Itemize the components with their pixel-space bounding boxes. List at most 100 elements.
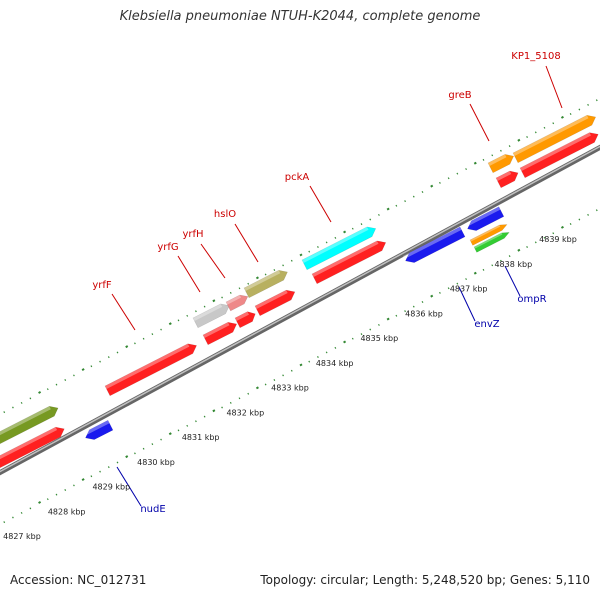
scale-tick [238,287,241,290]
gene-yrfH [225,294,249,312]
scale-tick [351,227,354,230]
scale-tick [560,225,564,229]
scale-tick [404,310,406,313]
scale-tick [325,241,328,244]
scale-tick [212,299,216,303]
scale-tick [308,360,311,363]
scale-tick [526,245,528,248]
gene-red-yrfG-shape [202,322,238,346]
gene-pckA-shape [301,226,377,271]
gene-red-pckA [311,240,387,285]
gene-hslO-shape [243,270,288,299]
gene-greB-leader [469,103,490,142]
gene-yrfF [104,343,197,397]
scale-tick [325,351,328,354]
scale-tick [38,391,42,394]
kbp-label: 4829 kbp [92,483,130,492]
gene-orange-small [469,224,508,246]
scale-tick [395,204,398,207]
scale-tick [64,379,67,382]
scale-tick [168,432,172,436]
label-leader-lines [111,65,563,507]
scale-tick [456,282,459,285]
gene-pckA-label: pckA [285,172,310,183]
scale-tick [360,223,363,226]
gene-envZ-leader [458,286,476,322]
scale-tick [46,498,49,501]
scale-tick [90,475,93,478]
scale-tick [212,409,216,413]
scale-tick [543,126,546,129]
scale-tick [317,246,319,249]
scale-tick [569,113,572,116]
scale-tick [99,360,101,363]
kbp-label: 4836 kbp [405,309,443,318]
kbp-label: 4835 kbp [360,334,398,343]
gene-yrfG [192,303,230,329]
gene-labels: KP1_5108 greB pckA hslO yrfH yrfG yrfF ompR envZ… [92,51,560,515]
scale-tick [447,177,450,180]
scale-tick [151,443,154,446]
scale-tick [430,184,434,188]
gene-red-left-shape [0,426,65,469]
scale-tick [20,401,23,404]
gene-red-yrfG [202,322,238,346]
scale-tick [404,200,406,203]
gene-yrfH-leader [200,243,226,279]
gene-ompR [465,206,505,231]
scale-tick [12,406,14,409]
scale-tick [203,415,206,418]
gene-envZ-shape [405,226,466,263]
gene-nudE-label: nudE [140,504,165,515]
gene-ompR-shape [467,206,505,231]
scale-tick [64,489,67,492]
gene-red-left [0,426,65,469]
scale-tick [587,213,589,216]
scale-tick [125,455,129,459]
gene-nudE-leader [116,466,142,507]
scale-tick [221,296,223,299]
gene-envZ-label: envZ [474,319,499,330]
scale-tick [491,264,494,267]
scale-tick [439,291,441,294]
scale-tick [465,168,467,171]
scale-tick [508,145,511,148]
scale-tick [282,374,284,377]
scale-tick [500,149,502,152]
scale-tick [273,378,276,381]
kbp-scale-labels: 4827 kbp 4828 kbp 4829 kbp 4830 kbp 4831 kbp… [3,235,577,541]
scale-tick [195,310,197,313]
scale-tick [308,250,311,253]
scale-tick [595,209,598,212]
scale-tick [81,478,85,482]
kbp-label: 4830 kbp [137,458,175,467]
scale-tick [73,484,75,487]
scale-tick [351,337,354,340]
scale-tick [447,287,450,290]
scale-tick [221,406,223,409]
gene-KP1_5108-label: KP1_5108 [511,51,560,62]
gene-envZ [403,226,466,263]
scale-tick [465,278,467,281]
scale-tick [456,172,459,175]
gene-yrfF-shape [104,343,197,397]
scale-tick [439,181,441,184]
scale-tick [29,397,32,400]
scale-tick [578,108,581,111]
gene-hslO-label: hslO [214,209,236,220]
scale-tick [229,401,232,404]
gene-red-KP1_5108-shape [519,132,599,179]
gene-greB-label: greB [448,90,471,101]
kbp-label: 4828 kbp [48,507,86,516]
scale-tick [534,131,537,134]
scale-tick [587,103,589,106]
gene-KP1_5108-leader [545,65,563,109]
scale-tick [12,516,14,519]
gene-pckA [301,226,377,271]
gene-pckA-leader [309,185,332,223]
scale-tick [491,154,494,157]
scale-tick [526,135,528,138]
scale-tick [421,191,424,193]
kbp-label: 4834 kbp [316,359,354,368]
